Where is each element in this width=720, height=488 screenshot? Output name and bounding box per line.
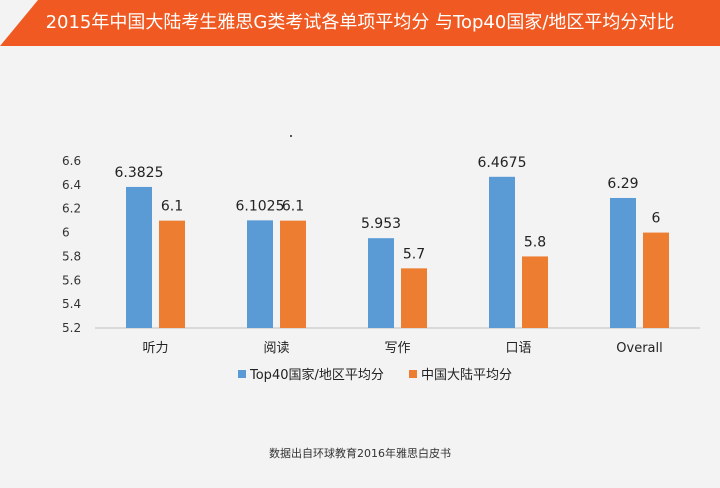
- data-label: 6.4675: [478, 155, 527, 171]
- title-banner: 2015年中国大陆考生雅思G类考试各单项平均分 与Top40国家/地区平均分对比: [0, 0, 720, 46]
- data-label: 6.3825: [115, 165, 164, 181]
- y-tick-label: 6.4: [62, 178, 81, 192]
- x-tick-label: 听力: [142, 341, 168, 356]
- x-tick-label: 写作: [384, 341, 410, 356]
- source-note: 数据出自环球教育2016年雅思白皮书: [269, 447, 451, 460]
- chart-title: 2015年中国大陆考生雅思G类考试各单项平均分 与Top40国家/地区平均分对比: [45, 12, 675, 33]
- bar: [643, 232, 669, 328]
- legend-label: Top40国家/地区平均分: [249, 367, 384, 383]
- data-label: 6: [652, 211, 661, 227]
- data-label: 6.1: [282, 199, 304, 215]
- bar: [280, 220, 306, 328]
- legend-label: 中国大陆平均分: [421, 367, 512, 383]
- y-tick-label: 5.2: [62, 321, 81, 335]
- y-tick-label: 5.8: [62, 249, 81, 263]
- bar: [247, 220, 273, 328]
- data-label: 5.7: [403, 246, 425, 262]
- data-label: 6.1025: [236, 198, 285, 214]
- bar-chart: 5.25.45.65.866.26.46.66.38256.1听力6.10256…: [62, 135, 700, 383]
- legend-swatch: [409, 370, 417, 378]
- x-tick-label: Overall: [616, 341, 662, 356]
- y-tick-label: 5.6: [62, 273, 81, 287]
- x-tick-label: 阅读: [263, 341, 289, 356]
- y-tick-label: 6: [62, 226, 70, 240]
- banner-background: [0, 0, 720, 46]
- y-tick-label: 6.2: [62, 202, 81, 216]
- bar: [401, 268, 427, 328]
- bar: [159, 220, 185, 328]
- legend-swatch: [238, 370, 246, 378]
- y-tick-label: 6.6: [62, 154, 81, 168]
- bar: [126, 186, 152, 328]
- data-label: 6.1: [161, 199, 183, 215]
- y-tick-label: 5.4: [62, 297, 81, 311]
- data-label: 5.953: [361, 216, 401, 232]
- bar: [610, 197, 636, 328]
- data-label: 5.8: [524, 234, 546, 250]
- decorative-dot: [290, 135, 292, 137]
- bar: [522, 256, 548, 328]
- x-tick-label: 口语: [505, 341, 531, 356]
- data-label: 6.29: [607, 176, 638, 192]
- bar: [368, 238, 394, 328]
- bar: [489, 176, 515, 328]
